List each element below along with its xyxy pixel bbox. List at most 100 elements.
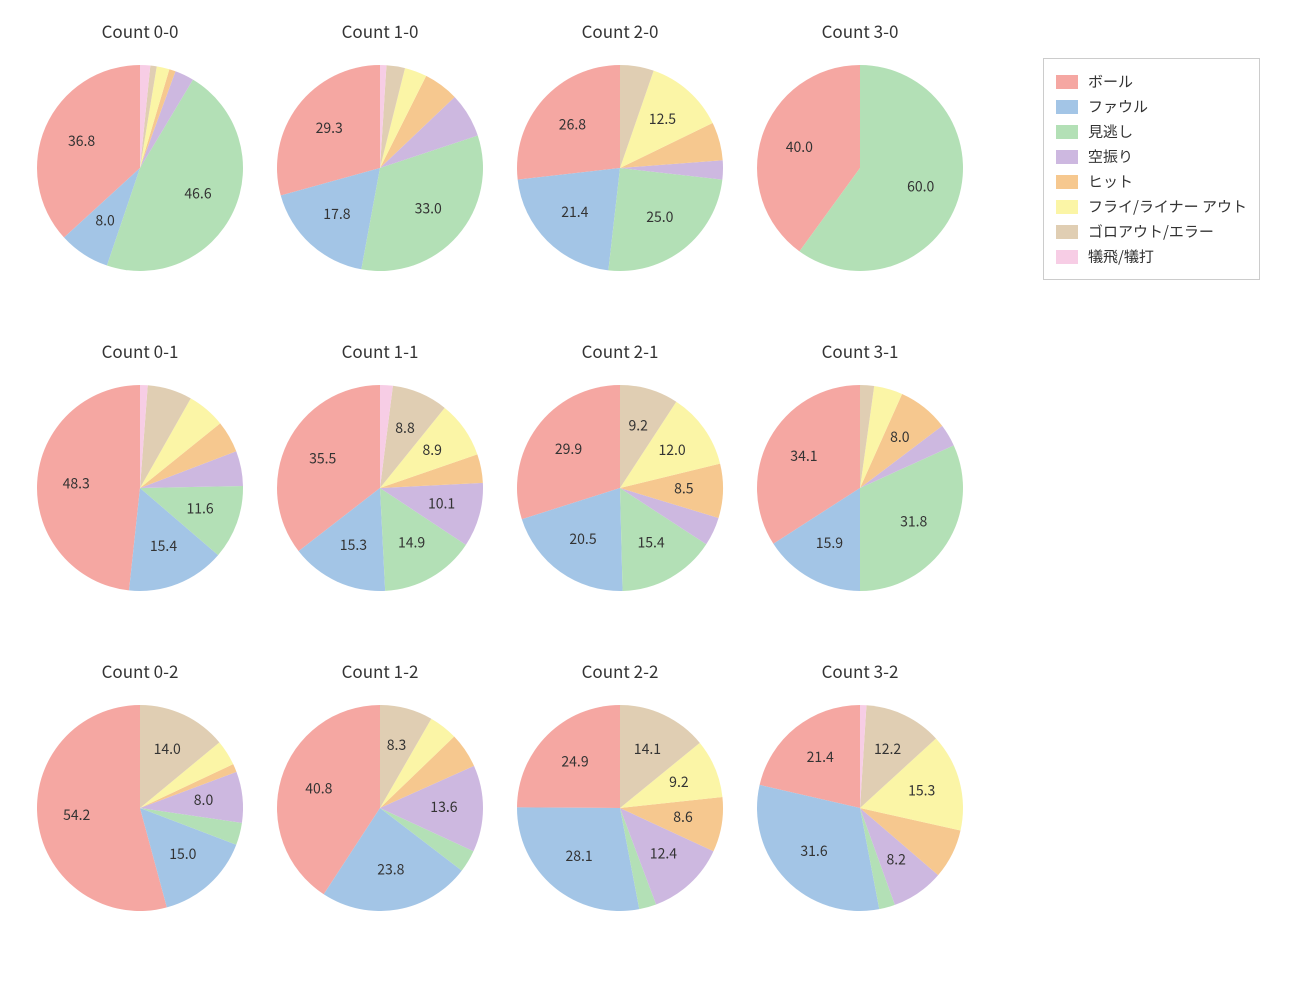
pie-slice-label: 25.0 xyxy=(646,207,673,227)
legend-swatch xyxy=(1056,200,1078,214)
pie-cell: Count 3-0 40.0 60.0 xyxy=(740,10,980,330)
pie-cell: Count 3-1 34.1 15.9 31.8 8.0 xyxy=(740,330,980,650)
pie-title: Count 2-2 xyxy=(500,658,740,683)
legend-item: ボール xyxy=(1056,71,1247,92)
pie-cell: Count 2-129.920.515.48.512.09.2 xyxy=(500,330,740,650)
pie-title: Count 1-0 xyxy=(260,18,500,43)
legend-swatch xyxy=(1056,250,1078,264)
pie-chart: 29.3 17.8 33.0 xyxy=(277,65,483,271)
pie-title: Count 3-2 xyxy=(740,658,980,683)
pie-title: Count 1-2 xyxy=(260,658,500,683)
pie-wrap: 40.0 60.0 xyxy=(757,65,963,271)
pie-slice-label: 48.3 xyxy=(63,473,90,493)
pie-slice-label: 8.8 xyxy=(395,418,415,438)
pie-slice-label: 8.2 xyxy=(886,849,906,869)
legend-label: ゴロアウト/エラー xyxy=(1088,221,1214,242)
pie-chart: 35.515.314.910.18.98.8 xyxy=(277,385,483,591)
pie-slice-label: 8.0 xyxy=(95,210,115,230)
pie-chart: 48.3 15.4 11.6 xyxy=(37,385,243,591)
pie-slice-label: 46.6 xyxy=(184,184,211,204)
pie-slice-label: 35.5 xyxy=(309,449,336,469)
pie-slice-label: 21.4 xyxy=(807,747,834,767)
pie-wrap: 35.515.314.910.18.98.8 xyxy=(277,385,483,591)
legend-item: フライ/ライナー アウト xyxy=(1056,196,1247,217)
legend-label: ボール xyxy=(1088,71,1133,92)
pie-wrap: 29.920.515.48.512.09.2 xyxy=(517,385,723,591)
pie-wrap: 29.3 17.8 33.0 xyxy=(277,65,483,271)
legend-item: ヒット xyxy=(1056,171,1247,192)
pie-title: Count 3-1 xyxy=(740,338,980,363)
pie-wrap: 26.8 21.4 25.0 12.5 xyxy=(517,65,723,271)
pie-cell: Count 0-0 36.8 8.0 46.6 xyxy=(20,10,260,330)
pie-slice-label: 21.4 xyxy=(561,202,588,222)
pie-cell: Count 2-224.928.112.48.69.214.1 xyxy=(500,650,740,970)
pie-slice-label: 8.3 xyxy=(387,735,406,755)
pie-slice-label: 15.9 xyxy=(816,533,843,553)
pie-wrap: 54.215.08.014.0 xyxy=(37,705,243,911)
pie-title: Count 0-0 xyxy=(20,18,260,43)
legend-item: 空振り xyxy=(1056,146,1247,167)
legend-label: ヒット xyxy=(1088,171,1133,192)
pie-slice-label: 40.8 xyxy=(305,779,332,799)
pie-cell: Count 1-0 29.3 17.8 33.0 xyxy=(260,10,500,330)
pie-slice-label: 8.5 xyxy=(674,479,694,499)
pie-chart: 40.0 60.0 xyxy=(757,65,963,271)
pie-chart: 21.431.68.215.312.2 xyxy=(757,705,963,911)
legend-label: 空振り xyxy=(1088,146,1133,167)
pie-title: Count 3-0 xyxy=(740,18,980,43)
pie-slice-label: 29.9 xyxy=(555,439,582,459)
pie-cell: Count 3-221.431.68.215.312.2 xyxy=(740,650,980,970)
pie-title: Count 0-2 xyxy=(20,658,260,683)
legend-item: 犠飛/犠打 xyxy=(1056,246,1247,267)
chart-stage: Count 0-0 36.8 8.0 46.6 Count 1-0 29.3 17.8 33.… xyxy=(0,0,1300,1000)
pie-slice-label: 29.3 xyxy=(316,118,343,138)
pie-cell: Count 0-1 48.3 15.4 11.6 xyxy=(20,330,260,650)
pie-wrap: 34.1 15.9 31.8 8.0 xyxy=(757,385,963,591)
legend: ボールファウル見逃し空振りヒットフライ/ライナー アウトゴロアウト/エラー犠飛/… xyxy=(1043,58,1260,280)
legend-label: ファウル xyxy=(1088,96,1148,117)
pie-slice-label: 60.0 xyxy=(907,176,934,196)
pie-cell: Count 1-2 40.823.813.68.3 xyxy=(260,650,500,970)
pie-slice-label: 31.6 xyxy=(800,841,827,861)
pie-slice-label: 26.8 xyxy=(559,114,586,134)
pie-slice-label: 8.0 xyxy=(194,790,214,810)
pie-slice-label: 34.1 xyxy=(790,446,817,466)
pie-chart: 34.1 15.9 31.8 8.0 xyxy=(757,385,963,591)
pie-slice-label: 9.2 xyxy=(669,772,689,792)
legend-swatch xyxy=(1056,75,1078,89)
pie-wrap: 48.3 15.4 11.6 xyxy=(37,385,243,591)
pie-wrap: 40.823.813.68.3 xyxy=(277,705,483,911)
pie-slice-label: 24.9 xyxy=(561,751,588,771)
pie-slice-label: 9.2 xyxy=(628,416,648,436)
pie-slice-label: 12.5 xyxy=(649,109,676,129)
pie-chart: 54.215.08.014.0 xyxy=(37,705,243,911)
pie-chart: 29.920.515.48.512.09.2 xyxy=(517,385,723,591)
pie-slice-label: 40.0 xyxy=(786,137,813,157)
legend-item: ゴロアウト/エラー xyxy=(1056,221,1247,242)
pie-cell: Count 1-135.515.314.910.18.98.8 xyxy=(260,330,500,650)
legend-swatch xyxy=(1056,125,1078,139)
pie-slice-label: 33.0 xyxy=(415,199,442,219)
pie-slice-label: 36.8 xyxy=(68,131,95,151)
pie-chart: 26.8 21.4 25.0 12.5 xyxy=(517,65,723,271)
pie-slice-label: 15.3 xyxy=(908,780,935,800)
pie-slice-label: 11.6 xyxy=(186,498,213,518)
pie-slice-label: 31.8 xyxy=(900,511,927,531)
pie-slice-label: 8.9 xyxy=(422,440,442,460)
pie-slice-label: 12.0 xyxy=(658,440,685,460)
pie-slice-label: 54.2 xyxy=(63,805,90,825)
pie-slice-label: 15.4 xyxy=(150,536,177,556)
pie-slice-label: 8.0 xyxy=(890,427,910,447)
pie-slice-label: 12.4 xyxy=(650,844,677,864)
pie-slice-label: 14.1 xyxy=(634,739,661,759)
pie-slice-label: 10.1 xyxy=(428,494,455,514)
pie-title: Count 0-1 xyxy=(20,338,260,363)
legend-item: 見逃し xyxy=(1056,121,1247,142)
legend-label: 見逃し xyxy=(1088,121,1133,142)
pie-slice-label: 15.0 xyxy=(169,844,196,864)
pie-slice-label: 17.8 xyxy=(323,204,350,224)
pie-chart: 40.823.813.68.3 xyxy=(277,705,483,911)
pie-wrap: 36.8 8.0 46.6 xyxy=(37,65,243,271)
pie-grid: Count 0-0 36.8 8.0 46.6 Count 1-0 29.3 17.8 33.… xyxy=(20,10,980,970)
pie-chart: 36.8 8.0 46.6 xyxy=(37,65,243,271)
